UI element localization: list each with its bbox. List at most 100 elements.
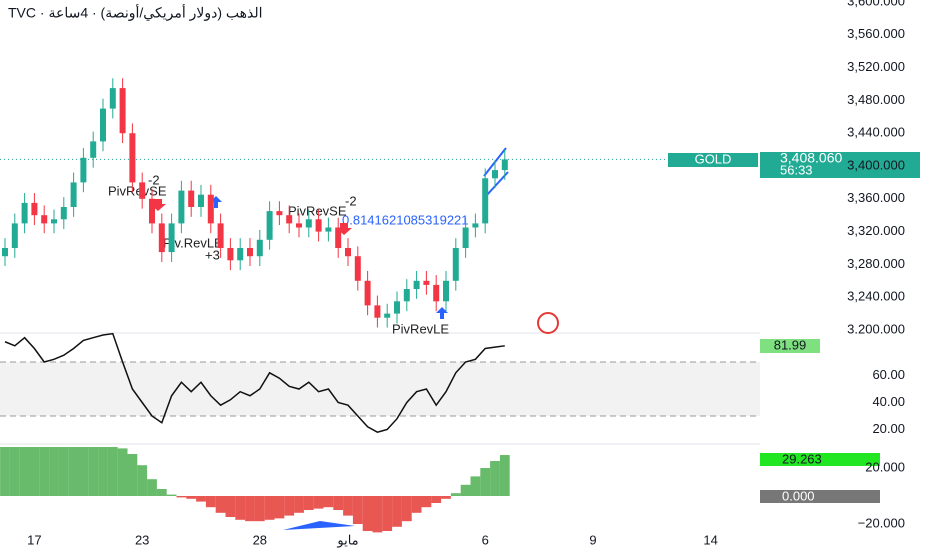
histogram-bar xyxy=(127,454,138,496)
value-badge xyxy=(760,453,880,466)
candle-body xyxy=(100,108,106,142)
candle-body xyxy=(109,88,116,109)
x-tick-label: 17 xyxy=(27,532,41,547)
candle-body xyxy=(168,223,175,253)
value-label: 29.263 xyxy=(782,451,822,466)
histogram-bar xyxy=(294,496,304,513)
annotation: PivRevSE xyxy=(288,203,347,218)
symbol-badge xyxy=(668,153,758,167)
candle-body xyxy=(178,190,185,224)
histogram-bar xyxy=(196,496,206,502)
band xyxy=(0,362,760,416)
annotation: Piv.RevLE xyxy=(163,235,223,250)
annotation: -2 xyxy=(148,172,160,187)
candle-body xyxy=(21,202,28,224)
histogram-bar xyxy=(264,496,275,520)
oscillator-line xyxy=(4,332,505,434)
histogram-bar xyxy=(421,496,432,508)
candle-body xyxy=(394,301,400,314)
candle-body xyxy=(2,248,8,257)
histogram-bar xyxy=(39,447,50,496)
candle-body xyxy=(492,170,498,179)
histogram-bar xyxy=(490,461,500,496)
y-tick-label: 3,600.000 xyxy=(847,0,905,8)
candle-body xyxy=(374,305,381,318)
histogram-bar xyxy=(215,496,226,513)
candle-body xyxy=(443,280,449,302)
histogram-bar xyxy=(156,489,167,496)
histogram-bar xyxy=(88,447,99,496)
countdown: 56:33 xyxy=(780,162,813,177)
candle-body xyxy=(403,289,410,302)
histogram-bar xyxy=(78,447,89,496)
candle-body xyxy=(237,248,244,261)
candle-body xyxy=(315,219,322,232)
histogram-bar xyxy=(333,496,344,510)
y-tick-label: 3,320.000 xyxy=(847,223,905,238)
histogram-bar xyxy=(401,496,412,522)
histogram-bar xyxy=(225,496,236,517)
histogram-bar xyxy=(166,494,177,496)
candle-body xyxy=(31,202,38,216)
histogram-bar xyxy=(313,496,324,509)
histogram-bar xyxy=(254,496,265,522)
candle-body xyxy=(325,227,332,232)
value-badge xyxy=(760,339,820,353)
annotation: -2 xyxy=(345,193,357,208)
value-label: 81.99 xyxy=(774,337,807,352)
histogram-bar xyxy=(117,448,128,496)
histogram-bar xyxy=(372,496,383,533)
candle-body xyxy=(149,198,155,224)
candle-body xyxy=(90,141,97,158)
histogram-bar xyxy=(137,465,148,496)
histogram-bar xyxy=(274,496,285,519)
histogram-bar xyxy=(0,447,10,496)
price-label: 3,408.060 xyxy=(780,150,842,166)
candle-body xyxy=(198,194,204,207)
histogram-bar xyxy=(352,496,363,524)
histogram-bar xyxy=(68,447,79,496)
y-tick-label: 3.200.000 xyxy=(847,321,905,336)
histogram-bar xyxy=(29,447,40,496)
candle-body xyxy=(80,157,87,183)
y-tick-label: 3,280.000 xyxy=(847,256,905,271)
candle-body xyxy=(413,280,420,289)
y-tick-label: 3,480.000 xyxy=(847,92,905,107)
candle-body xyxy=(423,280,430,285)
candle-body xyxy=(462,227,469,248)
y-tick-label: 3,360.000 xyxy=(847,190,905,205)
candle-body xyxy=(256,239,263,257)
histogram-bar xyxy=(9,447,20,496)
annotation: PivRevLE xyxy=(392,321,449,336)
y-tick-label: 3,400.000 xyxy=(847,157,905,172)
candle-body xyxy=(286,215,293,224)
candle-body xyxy=(207,194,214,224)
annotation: 0.8141621085319221 xyxy=(342,212,469,227)
candle-body xyxy=(345,248,351,257)
histogram-bar xyxy=(58,447,69,496)
histogram-bar xyxy=(205,496,216,508)
y-tick-label: 3,240.000 xyxy=(847,289,905,304)
x-tick-label: 14 xyxy=(703,532,717,547)
y-tick-label: 3,560.000 xyxy=(847,26,905,41)
histogram-bar xyxy=(245,496,255,522)
candle-body xyxy=(276,211,283,216)
x-tick-label: 9 xyxy=(589,532,596,547)
y-tick-label: 3,440.000 xyxy=(847,125,905,140)
histogram-bar xyxy=(392,496,402,527)
arrow-down xyxy=(336,223,352,235)
histogram-bar xyxy=(499,455,510,496)
histogram-bar xyxy=(343,496,353,516)
histogram-bar xyxy=(431,496,442,503)
candle-body xyxy=(139,182,146,199)
candle-body xyxy=(188,190,195,207)
annotation: +3 xyxy=(205,247,220,262)
candle-body xyxy=(501,159,508,171)
histogram-bar xyxy=(460,484,471,496)
histogram-bar xyxy=(441,496,451,499)
candle-body xyxy=(364,280,371,306)
candle-body xyxy=(472,223,479,228)
annotation: PivRevSE xyxy=(108,183,167,198)
candle-body xyxy=(266,211,273,240)
